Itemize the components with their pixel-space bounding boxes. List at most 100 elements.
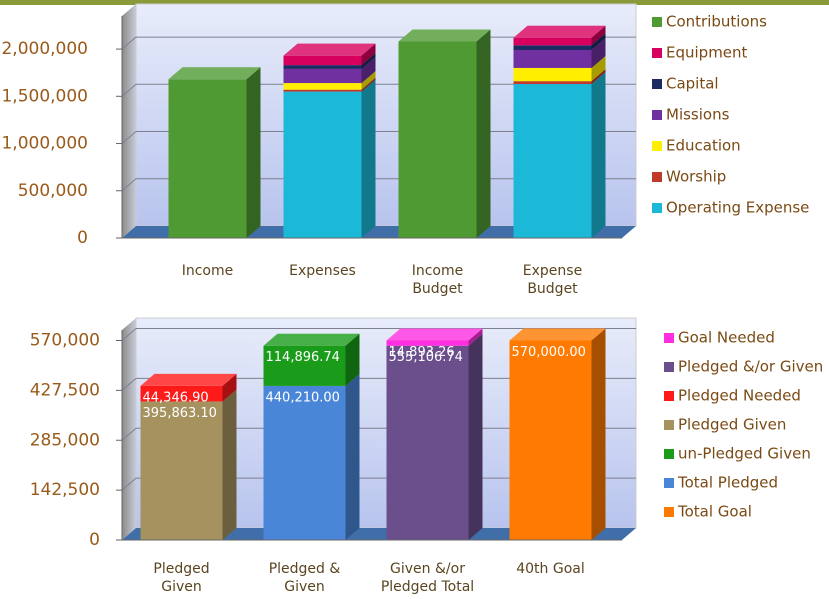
bar-segment — [283, 83, 362, 90]
grid-line-side — [121, 83, 137, 97]
bar-top — [398, 29, 491, 42]
bar-segment — [509, 340, 592, 540]
bar-side — [468, 328, 483, 346]
bar-segment — [513, 67, 592, 82]
bar-side-shade — [246, 67, 261, 239]
bar-side — [222, 373, 237, 402]
bar-segment — [513, 81, 592, 85]
y-tick-label: 1,000,000 — [1, 134, 88, 154]
bar-side — [468, 333, 483, 540]
floor — [122, 528, 636, 540]
legend-swatch — [664, 449, 674, 459]
x-tick-label: Given &/or Pledged Total — [380, 561, 475, 595]
legend-label: Goal Needed — [678, 329, 775, 347]
grid-line-side — [121, 178, 137, 192]
bar-segment — [283, 55, 362, 66]
legend-swatch — [664, 507, 674, 517]
y-tick-label: 427,500 — [30, 380, 100, 400]
bar-side — [591, 38, 606, 68]
bar-side-shade — [468, 333, 483, 540]
legend-swatch — [652, 17, 662, 27]
bar-side-shade — [591, 55, 606, 82]
y-tick-label: 0 — [77, 228, 88, 248]
bar-side — [476, 29, 491, 239]
legend-swatch — [664, 333, 674, 343]
legend-label: Operating Expense — [666, 199, 809, 217]
bar-segment — [386, 345, 469, 540]
bar-side-shade — [345, 373, 360, 540]
grid-line-side — [121, 427, 137, 441]
bar-side — [345, 373, 360, 540]
value-label: 114,896.74 — [266, 350, 340, 365]
bar-side — [591, 69, 606, 85]
bar-segment — [263, 345, 346, 386]
x-tick-label: Expense Budget — [522, 263, 583, 297]
bar-top-shade — [386, 328, 483, 341]
bar-segment — [513, 84, 592, 238]
bar-side — [361, 53, 376, 69]
legend-swatch — [664, 391, 674, 401]
bar-side-shade — [222, 373, 237, 402]
bar-side-shade — [591, 69, 606, 85]
legend-label: Total Goal — [677, 503, 752, 521]
bar-side-shade — [361, 77, 376, 92]
bar-top — [263, 333, 360, 346]
bar-side-shade — [591, 33, 606, 51]
x-tick-label: Pledged & Given — [268, 561, 341, 595]
y-tick-label: 570,000 — [30, 331, 100, 351]
bar-side — [222, 389, 237, 540]
y-tick-label: 2,000,000 — [1, 39, 88, 59]
bar-side — [345, 333, 360, 386]
bar-side — [361, 79, 376, 239]
x-tick-label: 40th Goal — [516, 561, 585, 577]
bar-side — [591, 25, 606, 46]
side-wall — [122, 4, 136, 238]
bar-segment — [398, 41, 477, 239]
value-label: 44,346.90 — [143, 390, 209, 405]
legend-label: Contributions — [666, 13, 767, 31]
grid-line-side — [121, 328, 137, 341]
y-tick-label: 500,000 — [18, 181, 88, 201]
bar-segment — [283, 89, 362, 92]
bar-side-shade — [591, 38, 606, 68]
bar-segment — [513, 45, 592, 51]
bar-side — [361, 71, 376, 90]
y-tick-label: 1,500,000 — [1, 86, 88, 106]
x-tick-label: Pledged Given — [153, 561, 210, 595]
bar-side — [361, 56, 376, 84]
value-label: 570,000.00 — [512, 345, 586, 360]
bar-top-shade — [509, 328, 606, 341]
bar-side — [361, 77, 376, 92]
bar-side-shade — [345, 333, 360, 386]
bar-top-shade — [168, 67, 261, 80]
grid-line-side — [121, 131, 137, 144]
bar-side — [591, 33, 606, 51]
legend-label: Equipment — [666, 44, 748, 62]
bar-segment — [168, 79, 247, 239]
bar-segment — [283, 65, 362, 69]
value-label: 14,893.26 — [389, 345, 455, 360]
legend-label: Worship — [666, 168, 726, 186]
bar-side-shade — [591, 328, 606, 540]
legend-label: Education — [666, 137, 741, 155]
bar-side — [591, 328, 606, 540]
bar-side-shade — [361, 71, 376, 90]
y-tick-label: 142,500 — [30, 480, 100, 500]
bar-top-shade — [283, 43, 376, 56]
legend-swatch — [664, 478, 674, 488]
bar-side — [591, 72, 606, 238]
legend-swatch — [652, 79, 662, 89]
bar-side — [246, 67, 261, 239]
legend-swatch — [652, 141, 662, 151]
x-tick-label: Expenses — [289, 263, 356, 279]
bar-side-shade — [476, 29, 491, 239]
x-tick-label: Income — [181, 263, 234, 279]
bar-segment — [283, 68, 362, 84]
bar-segment — [513, 50, 592, 68]
bar-top-shade — [513, 25, 606, 38]
bar-side-shade — [361, 79, 376, 239]
bar-side — [591, 55, 606, 82]
legend-label: Pledged Given — [678, 416, 786, 434]
bar-segment — [140, 385, 223, 402]
bar-top — [509, 328, 606, 341]
